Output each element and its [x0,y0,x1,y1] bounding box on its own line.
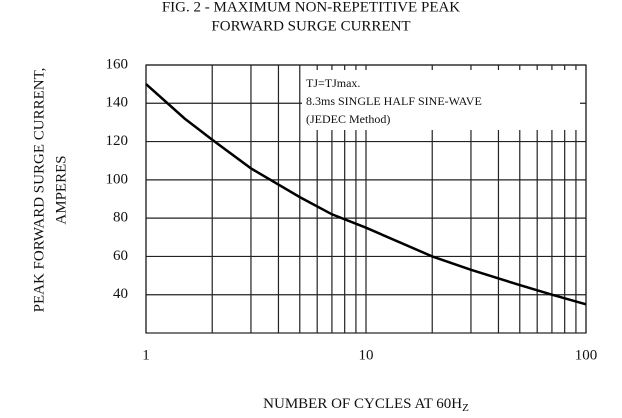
y-axis-label: AMPERES [53,155,69,224]
chart-title: FIG. 2 - MAXIMUM NON-REPETITIVE PEAK [162,0,460,15]
y-tick-label: 100 [106,171,129,187]
x-axis-label: NUMBER OF CYCLES AT 60HZ [263,396,469,413]
y-tick-label: 140 [106,95,129,111]
y-tick-label: 60 [113,248,128,264]
chart-title: FORWARD SURGE CURRENT [211,18,410,34]
annotation: 8.3ms SINGLE HALF SINE-WAVE [306,94,482,108]
annotation-box [302,70,580,130]
y-axis-label: PEAK FORWARD SURGE CURRENT, [31,68,47,313]
data-line [145,83,587,306]
x-tick-label: 10 [359,347,374,363]
y-tick-label: 120 [106,133,129,149]
annotation: TJ=TJmax. [306,76,360,90]
y-tick-label: 160 [106,56,129,72]
x-tick-label: 100 [575,347,598,363]
y-tick-label: 80 [113,210,128,226]
y-tick-label: 40 [113,286,128,302]
x-tick-label: 1 [142,347,150,363]
plot-frame [145,64,587,334]
annotation: (JEDEC Method) [306,112,390,126]
